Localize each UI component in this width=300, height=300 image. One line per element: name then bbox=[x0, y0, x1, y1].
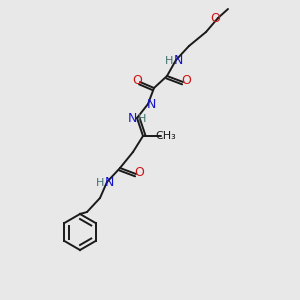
Text: H: H bbox=[165, 56, 173, 66]
Text: O: O bbox=[181, 74, 191, 88]
Text: H: H bbox=[138, 114, 146, 124]
Text: O: O bbox=[132, 74, 142, 88]
Text: O: O bbox=[134, 167, 144, 179]
Text: N: N bbox=[104, 176, 114, 190]
Text: N: N bbox=[127, 112, 137, 125]
Text: CH₃: CH₃ bbox=[156, 131, 176, 141]
Text: H: H bbox=[96, 178, 104, 188]
Text: N: N bbox=[173, 55, 183, 68]
Text: O: O bbox=[210, 13, 220, 26]
Text: N: N bbox=[146, 98, 156, 112]
